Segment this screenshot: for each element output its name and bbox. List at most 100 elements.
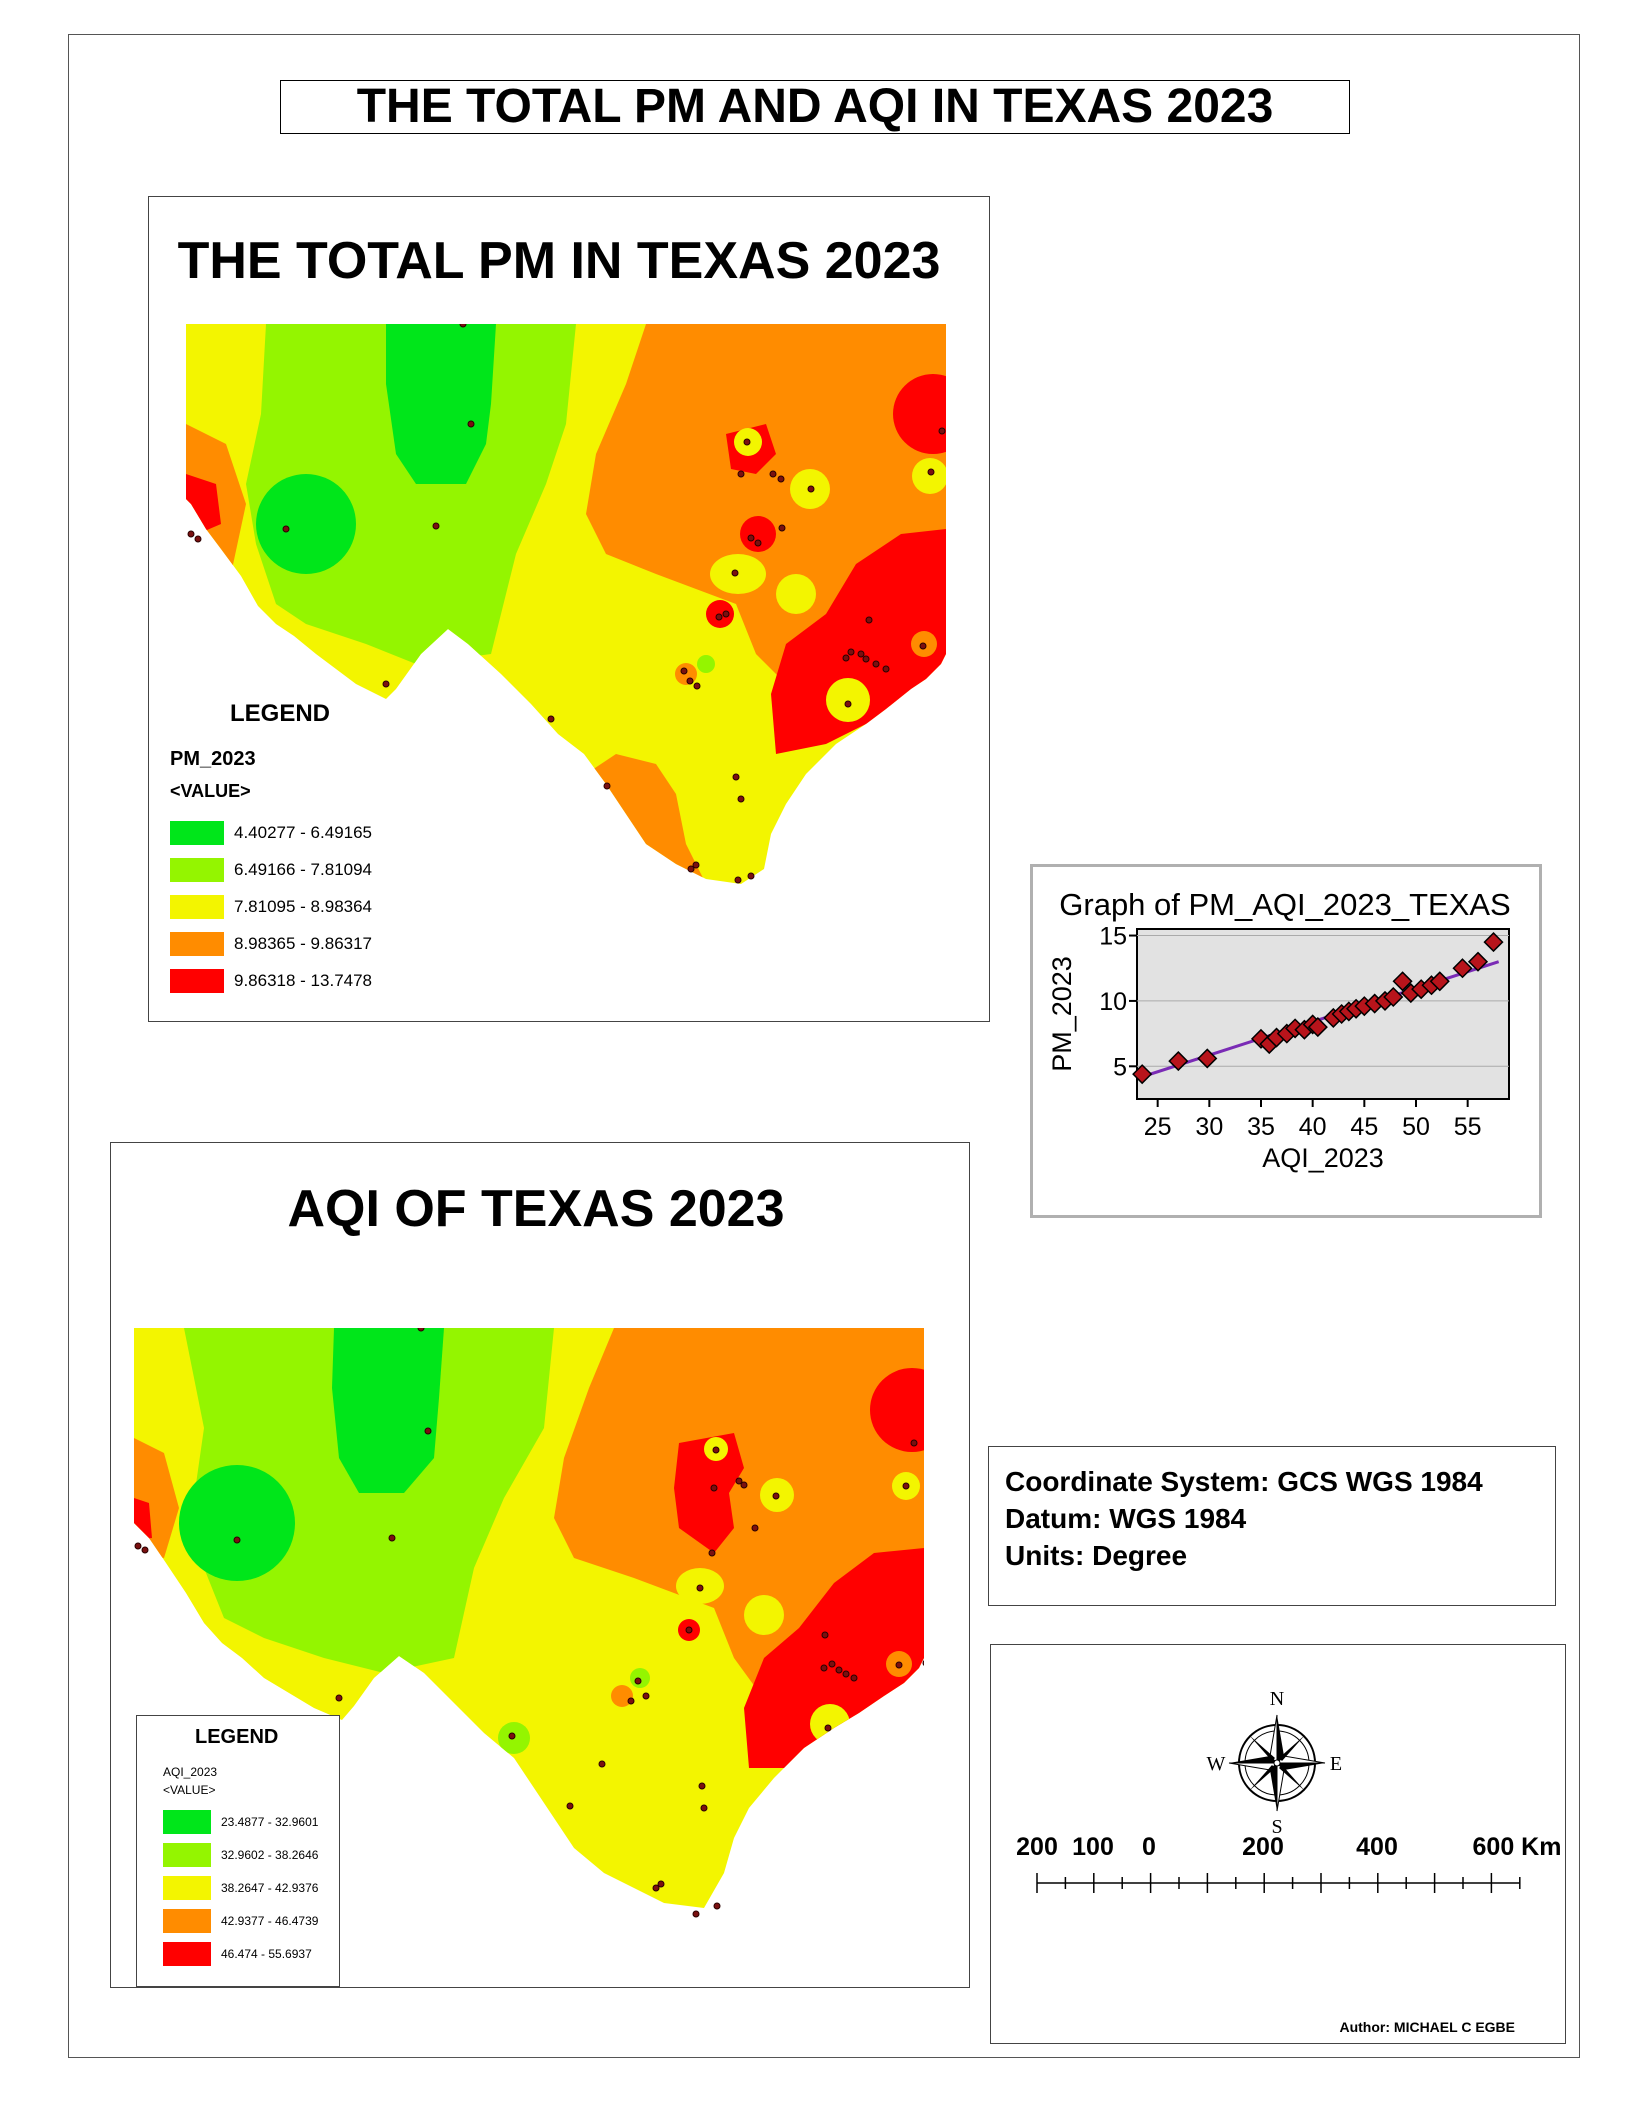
aqi-zone-class2 [184,1328,554,1673]
compass-scale-panel: N S E W 200 100 0 200 400 600 Km Author: MICH… [990,1644,1566,2044]
datum-text: Datum: WGS 1984 [1005,1503,1247,1534]
aqi-legend-swatch [163,1842,211,1867]
y-tick-label: 10 [1099,988,1127,1016]
compass-s-label: S [1271,1816,1282,1838]
pm-legend-label: 4.40277 - 6.49165 [234,822,373,842]
pm-legend-swatch [170,894,224,919]
x-tick-label: 35 [1247,1113,1275,1141]
plot-area [1136,928,1510,1100]
main-title: THE TOTAL PM AND AQI IN TEXAS 2023 [280,80,1350,134]
data-point [1168,1051,1189,1072]
scale-bar-label: 200 [1016,1833,1058,1861]
pm-hotspot-central [740,516,776,552]
scale-bar-label: 0 [1142,1833,1156,1861]
pm-zone-class1-west [256,474,356,574]
scale-bar-label: 400 [1356,1833,1398,1861]
x-tick-label: 55 [1454,1113,1482,1141]
scale-bar: 200 100 0 200 400 600 Km [1016,1833,1561,1893]
pm-legend-swatch [170,820,224,845]
pm-legend-item: 4.40277 - 6.49165 [170,814,490,851]
aqi-legend-item: 38.2647 - 42.9376 [163,1871,339,1904]
pm-hotspot-ne [893,374,946,454]
pm-legend-label: 8.98365 - 9.86317 [234,933,373,953]
aqi-coolspot-6 [630,1668,650,1688]
compass-w-label: W [1207,1753,1226,1775]
x-axis-label: AQI_2023 [1262,1143,1384,1173]
aqi-map [134,1328,924,1918]
x-tick-label: 45 [1350,1113,1378,1141]
pm-coolspot-6 [697,655,715,673]
pm-map-title: THE TOTAL PM IN TEXAS 2023 [177,232,941,290]
x-tick-label: 30 [1195,1113,1223,1141]
aqi-legend-swatch [163,1941,211,1966]
aqi-coolspot-5 [744,1595,784,1635]
scatter-plot: 5 10 15 25 30 35 40 45 50 55 AQI_2023 PM_2023 [1047,923,1510,1173]
pm-map [186,324,946,884]
pm-coolspot-3 [912,458,946,494]
pm-legend-value-label: <VALUE> [170,781,251,801]
y-axis-label: PM_2023 [1047,956,1077,1072]
pm-legend-item: 8.98365 - 9.86317 [170,925,490,962]
pm-monitor-stations [187,324,946,884]
data-point [1307,1017,1328,1038]
pm-legend-swatch [170,968,224,993]
aqi-mixspot-2 [611,1685,633,1707]
data-point [1132,1064,1153,1085]
scale-bar-label: 100 [1072,1833,1114,1861]
x-tick-label: 25 [1144,1113,1172,1141]
data-point [1452,958,1473,979]
aqi-legend-swatch [163,1908,211,1933]
data-point [1483,932,1504,953]
aqi-legend-item: 42.9377 - 46.4739 [163,1904,339,1937]
pm-legend-label: 7.81095 - 8.98364 [234,896,373,916]
aqi-zone-class1-west [179,1465,295,1581]
data-point [1467,951,1489,972]
aqi-legend-item: 46.474 - 55.6937 [163,1937,339,1970]
pm-legend-label: 9.86318 - 13.7478 [234,970,373,990]
pm-coolspot-5 [776,574,816,614]
pm-legend-swatch [170,857,224,882]
x-tick-label: 40 [1299,1113,1327,1141]
y-tick-label: 15 [1099,923,1127,951]
data-point [1429,971,1450,992]
x-tick-label: 50 [1402,1113,1430,1141]
aqi-legend-value-label: <VALUE> [163,1783,216,1797]
aqi-legend-label: 32.9602 - 38.2646 [221,1847,319,1862]
aqi-legend-heading: LEGEND [195,1726,279,1748]
aqi-legend-item: 23.4877 - 32.9601 [163,1805,339,1838]
aqi-monitor-stations [134,1328,924,1918]
map-layout-frame [68,34,1580,2058]
aqi-legend-swatch [163,1809,211,1834]
author-credit: Author: MICHAEL C EGBE [1339,2019,1515,2035]
scale-bar-label: 600 Km [1473,1833,1562,1861]
data-point [1197,1048,1218,1069]
pm-legend-heading: LEGEND [230,700,331,727]
pm-coolspot-coast [826,678,870,722]
units-text: Units: Degree [1005,1540,1188,1571]
pm-zone-class1 [386,324,496,484]
pm-legend-item: 6.49166 - 7.81094 [170,851,490,888]
coordinate-info-panel: Coordinate System: GCS WGS 1984 Datum: W… [988,1446,1556,1606]
aqi-coolspot-coast [810,1704,850,1744]
aqi-hotspot-north [674,1433,744,1553]
aqi-legend-label: 46.474 - 55.6937 [221,1946,312,1961]
pm-legend-item: 9.86318 - 13.7478 [170,962,490,999]
scatter-graph-panel: Graph of PM_AQI_2023_TEXAS 5 10 15 25 30 35 40… [1030,864,1542,1218]
scale-bar-label: 200 [1242,1833,1284,1861]
aqi-legend-swatch [163,1875,211,1900]
pm-legend-label: 6.49166 - 7.81094 [234,859,373,879]
compass-scale-graphic: N S E W 200 100 0 200 400 600 Km [1016,1688,1561,1893]
compass-rose-icon [1228,1714,1326,1812]
aqi-legend-label: 42.9377 - 46.4739 [221,1913,319,1928]
coordinate-system-text: Coordinate System: GCS WGS 1984 [1005,1466,1483,1497]
aqi-zone-class1 [332,1328,444,1493]
aqi-legend: LEGEND AQI_2023 <VALUE> 23.4877 - 32.960… [136,1715,340,1987]
compass-n-label: N [1270,1688,1284,1710]
aqi-hotspot-ne [870,1368,924,1452]
pm-legend-item: 7.81095 - 8.98364 [170,888,490,925]
graph-title: Graph of PM_AQI_2023_TEXAS [1059,887,1511,922]
compass-e-label: E [1330,1753,1342,1775]
aqi-legend-item: 32.9602 - 38.2646 [163,1838,339,1871]
pm-legend-swatch [170,931,224,956]
aqi-map-title: AQI OF TEXAS 2023 [287,1180,785,1238]
